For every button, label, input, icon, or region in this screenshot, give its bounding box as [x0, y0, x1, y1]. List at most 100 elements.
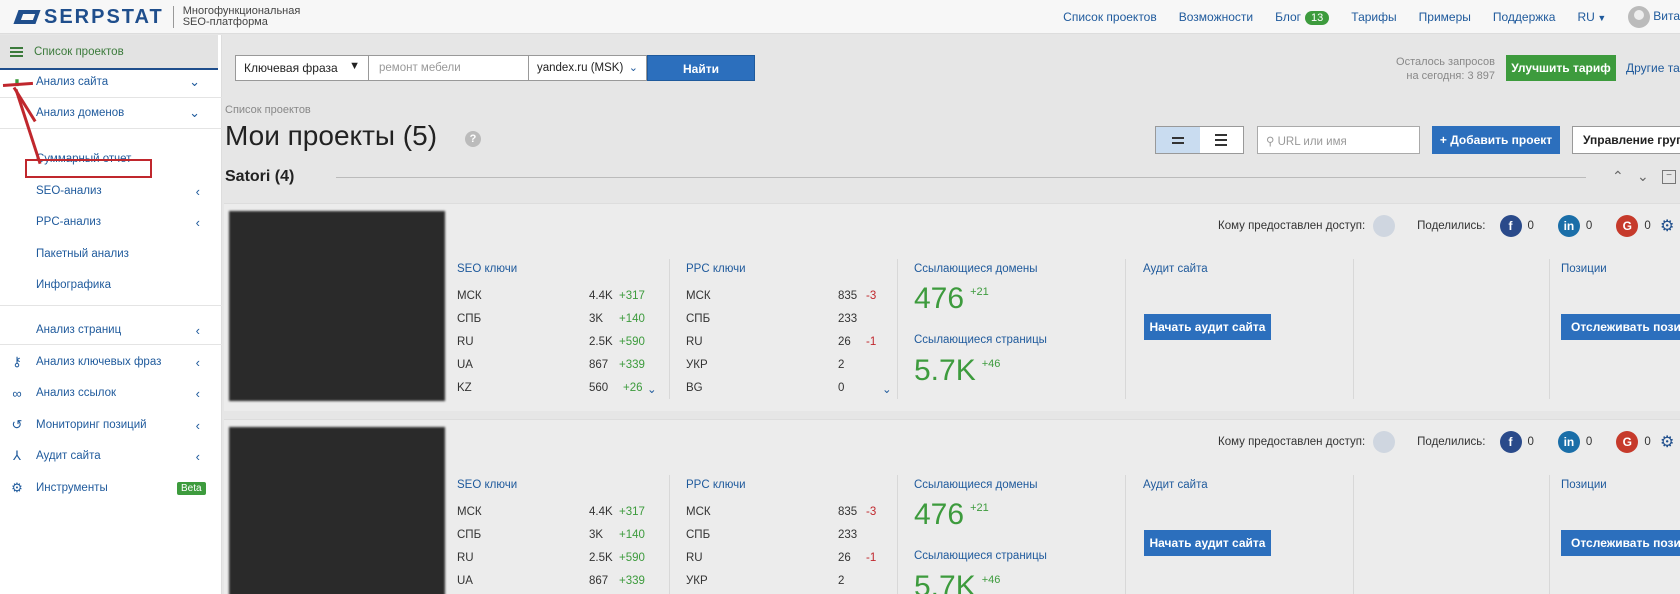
sidebar-item-link-analysis[interactable]: ∞ Анализ ссылок ‹ [0, 380, 222, 406]
seo-keys-header[interactable]: SEO ключи [457, 479, 518, 491]
project-search-input[interactable]: ⚲ URL или имя [1257, 126, 1420, 154]
search-type-select[interactable]: Ключевая фраза ▼ [235, 55, 369, 81]
project-thumbnail [229, 211, 445, 401]
nav-features[interactable]: Возможности [1178, 10, 1254, 24]
chevron-down-icon: ▼ [349, 60, 360, 72]
add-project-button[interactable]: + Добавить проект [1432, 126, 1560, 154]
page-title: Мои проекты (5) [225, 120, 438, 151]
ref-pages-header[interactable]: Ссылающиеся страницы [914, 550, 1047, 562]
add-user-icon[interactable] [1373, 215, 1396, 237]
positions-header[interactable]: Позиции [1561, 263, 1607, 275]
track-positions-button[interactable]: Отслеживать позиц [1561, 314, 1680, 340]
sidebar-item-ppc-analysis[interactable]: PPC-анализ ‹ [0, 209, 222, 235]
google-plus-count: 0 [1644, 436, 1651, 448]
chevron-down-icon[interactable]: ⌄ [1637, 168, 1649, 184]
other-plans-link[interactable]: Другие тар [1626, 61, 1680, 75]
find-button[interactable]: Найти [647, 55, 755, 81]
facebook-icon[interactable]: f [1499, 215, 1522, 237]
sidebar-header-label: Список проектов [34, 45, 124, 58]
nav-projects[interactable]: Список проектов [1063, 10, 1157, 24]
sidebar-item-page-analysis[interactable]: Анализ страниц ‹ [0, 317, 222, 343]
table-row: BG 0 ⌄ [686, 382, 892, 402]
nav-blog[interactable]: Блог 13 [1275, 10, 1330, 25]
logo[interactable]: SERPSTAT Многофункциональная SEO-платфор… [14, 6, 300, 28]
sidebar-item-site-audit[interactable]: ⅄ Аудит сайта ‹ [0, 443, 222, 469]
chevron-down-icon: ⌄ [628, 62, 638, 74]
sidebar-item-batch-analysis[interactable]: Пакетный анализ [0, 241, 222, 267]
view-cards-button[interactable] [1156, 127, 1200, 153]
seo-keys-header[interactable]: SEO ключи [457, 263, 518, 275]
project-thumbnail [229, 427, 445, 594]
seo-value: 560 [589, 382, 609, 394]
ref-domains-value: 476 +21 [914, 498, 989, 532]
linkedin-count: 0 [1585, 436, 1593, 448]
ppc-value: 233 [838, 529, 858, 541]
seo-delta: +590 [619, 552, 645, 564]
search-type-value: Ключевая фраза [244, 61, 338, 75]
audit-header[interactable]: Аудит сайта [1143, 479, 1208, 491]
table-row: УКР 2 [686, 359, 886, 379]
track-positions-button[interactable]: Отслеживать позиц [1561, 530, 1680, 556]
group-title: Satori (4) [225, 168, 295, 185]
table-row: RU 2.5K +590 [457, 552, 657, 572]
view-list-button[interactable] [1200, 127, 1244, 153]
seo-region: KZ [457, 382, 472, 394]
group-divider [336, 177, 1586, 178]
sidebar-item-label: Анализ страниц [36, 324, 122, 336]
nav-support[interactable]: Поддержка [1492, 10, 1556, 24]
chevron-down-icon[interactable]: ⌄ [882, 384, 892, 396]
manage-groups-button[interactable]: Управление груп [1572, 126, 1680, 154]
seo-value: 867 [589, 359, 609, 371]
gear-icon[interactable]: ⚙ [1660, 218, 1675, 235]
positions-header[interactable]: Позиции [1561, 479, 1607, 491]
sidebar-item-rank-monitoring[interactable]: ↺ Мониторинг позиций ‹ [0, 412, 222, 438]
sidebar-item-infographics[interactable]: Инфографика [0, 272, 222, 298]
sidebar-item-site-analysis[interactable]: ▮ Анализ сайта ⌄ [0, 69, 222, 95]
facebook-icon[interactable]: f [1499, 431, 1522, 453]
language-select[interactable]: RU ▼ [1577, 10, 1606, 24]
sidebar-header[interactable]: Список проектов [0, 35, 218, 70]
user-menu[interactable]: Вита [1628, 6, 1680, 28]
nav-pricing[interactable]: Тарифы [1351, 10, 1397, 24]
ref-pages-header[interactable]: Ссылающиеся страницы [914, 334, 1047, 346]
sidebar-item-tools[interactable]: ⚙ Инструменты Beta [0, 475, 222, 501]
ref-domains-delta: +21 [970, 502, 989, 514]
google-plus-icon[interactable]: G [1616, 431, 1639, 453]
chevron-left-icon: ‹ [195, 354, 200, 370]
sidebar-item-keyword-analysis[interactable]: ⚷ Анализ ключевых фраз ‹ [0, 349, 222, 375]
ref-domains-delta: +21 [970, 286, 989, 298]
search-input[interactable]: ремонт мебели [369, 55, 529, 81]
google-plus-icon[interactable]: G [1616, 215, 1639, 237]
linkedin-icon[interactable]: in [1557, 215, 1580, 237]
collapse-icon[interactable]: − [1662, 170, 1676, 184]
ref-domains-header[interactable]: Ссылающиеся домены [914, 263, 1038, 275]
table-row: UA 867 +339 [457, 359, 657, 379]
ppc-keys-header[interactable]: PPC ключи [686, 263, 746, 275]
sidebar-item-domain-analysis[interactable]: Анализ доменов ⌄ [0, 100, 222, 126]
seo-region: RU [457, 552, 474, 564]
view-toggle [1155, 126, 1244, 154]
nav-examples[interactable]: Примеры [1418, 10, 1471, 24]
table-row: UA 867 +339 [457, 575, 657, 594]
ref-domains-header[interactable]: Ссылающиеся домены [914, 479, 1038, 491]
breadcrumb[interactable]: Список проектов [225, 104, 311, 116]
gear-icon[interactable]: ⚙ [1660, 434, 1675, 451]
sidebar-item-seo-analysis[interactable]: SEO-анализ ‹ [0, 178, 222, 204]
search-engine-select[interactable]: yandex.ru (MSK) ⌄ [529, 55, 647, 81]
linkedin-icon[interactable]: in [1557, 431, 1580, 453]
help-icon[interactable]: ? [465, 131, 481, 147]
start-audit-button[interactable]: Начать аудит сайта [1144, 314, 1271, 340]
ppc-keys-header[interactable]: PPC ключи [686, 479, 746, 491]
chevron-down-icon[interactable]: ⌄ [647, 384, 657, 396]
start-audit-button[interactable]: Начать аудит сайта [1144, 530, 1271, 556]
audit-header[interactable]: Аудит сайта [1143, 263, 1208, 275]
ppc-delta: -3 [866, 290, 877, 302]
add-user-icon[interactable] [1373, 431, 1396, 453]
upgrade-plan-button[interactable]: Улучшить тариф [1506, 55, 1616, 81]
sitemap-icon: ⅄ [13, 448, 21, 463]
sidebar-item-label: Мониторинг позиций [36, 419, 147, 431]
ppc-value: 26 [838, 552, 851, 564]
chevron-up-icon[interactable]: ⌃ [1612, 168, 1624, 184]
ppc-region: МСК [686, 506, 711, 518]
